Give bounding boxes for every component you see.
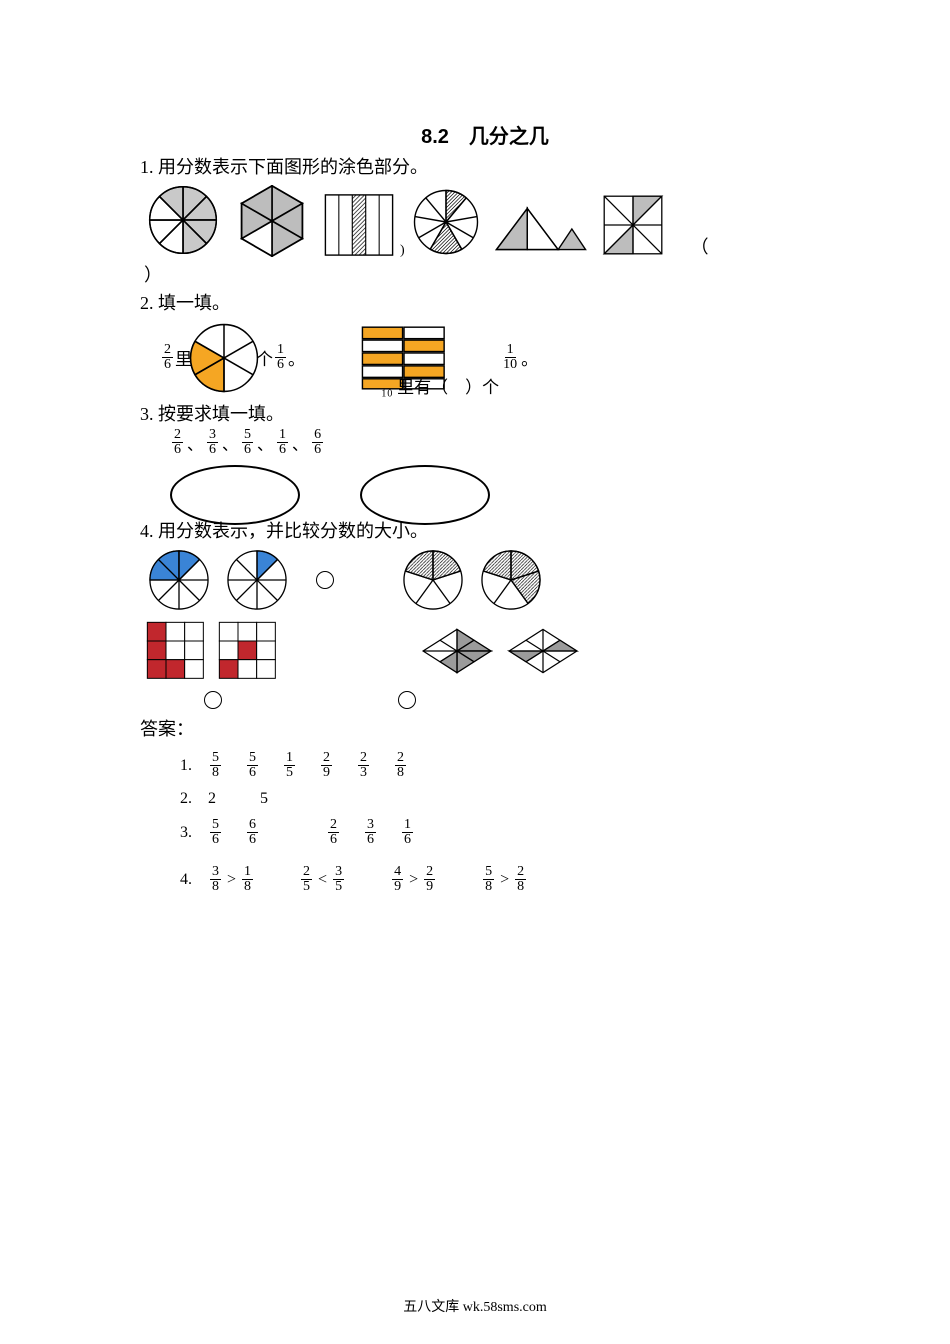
q2-left-end: 。	[288, 345, 305, 370]
sep: 、	[257, 431, 273, 455]
q4-text: 4. 用分数表示，并比较分数的大小。	[140, 517, 830, 543]
q1-pie9	[411, 187, 481, 257]
answer-4: 4. 38 > 18 25 < 35 49 > 29 58 > 28	[180, 865, 830, 894]
q4d-compare-circle	[398, 691, 416, 709]
footer-text: 五八文库 wk.58sms.com	[0, 1296, 950, 1316]
answers-label: 答案：	[140, 715, 830, 741]
sep: 、	[222, 431, 238, 455]
q4b-right	[478, 547, 544, 613]
answer-1: 1. 58 56 15 29 23 28	[180, 751, 830, 780]
q3-f2: 56	[242, 428, 253, 457]
q1-square8	[601, 193, 665, 257]
q3-f4: 66	[312, 428, 323, 457]
q1-paren-open: （	[691, 233, 709, 259]
q2-left-mid2: 个	[256, 345, 273, 370]
q3-f1: 36	[207, 428, 218, 457]
page-title: 8.2 几分之几	[140, 120, 830, 149]
q2-right-f2: 110	[501, 343, 519, 372]
q3-ellipses	[140, 457, 830, 525]
q3-fracs: 26、 36、 56、 16、 66	[170, 428, 830, 457]
q4d-right	[506, 623, 580, 679]
q4-circles-row	[140, 691, 830, 709]
q3-ellipse-left	[170, 465, 300, 525]
q4c-compare-circle	[204, 691, 222, 709]
sep: 、	[187, 431, 203, 455]
q4a-right	[224, 547, 290, 613]
q1-pie8	[146, 183, 220, 257]
q2-pie6	[186, 320, 262, 396]
q2-text: 2. 填一填。	[140, 289, 830, 315]
q4-row1	[140, 545, 830, 615]
answers-block: 1. 58 56 15 29 23 28 2. 2 5 3. 56 66 26 …	[180, 751, 830, 894]
q1-hex6	[232, 185, 312, 257]
sep: 、	[292, 431, 308, 455]
q1-shapes-row: )	[140, 181, 830, 259]
q1-tri3	[493, 201, 589, 257]
q2-row: 26 里 个 16 。 ₁₀ 里有（ ）个	[160, 317, 830, 398]
q1-paren: )	[400, 243, 405, 259]
q4b-left	[400, 547, 466, 613]
q1-paren-close: ）	[144, 261, 830, 287]
q1-rect5	[324, 193, 394, 257]
q1-text: 1. 用分数表示下面图形的涂色部分。	[140, 153, 830, 179]
q4a-compare-circle	[316, 571, 334, 589]
q2-right-mid: ₁₀ 里有（ ）个	[381, 373, 499, 398]
q4d-left	[420, 623, 494, 679]
q2-right-end: 。	[521, 345, 538, 370]
q3-f3: 16	[277, 428, 288, 457]
q4c-left	[146, 621, 206, 681]
q4c-right	[218, 621, 278, 681]
q3-ellipse-right	[360, 465, 490, 525]
q2-left-f2: 16	[275, 343, 286, 372]
q3-text: 3. 按要求填一填。	[140, 400, 830, 426]
q2-left-f1: 26	[162, 343, 173, 372]
answer-2: 2. 2 5	[180, 790, 830, 808]
answer-3: 3. 56 66 26 36 16	[180, 818, 830, 847]
q4a-left	[146, 547, 212, 613]
q3-f0: 26	[172, 428, 183, 457]
q4-row2	[140, 619, 830, 683]
